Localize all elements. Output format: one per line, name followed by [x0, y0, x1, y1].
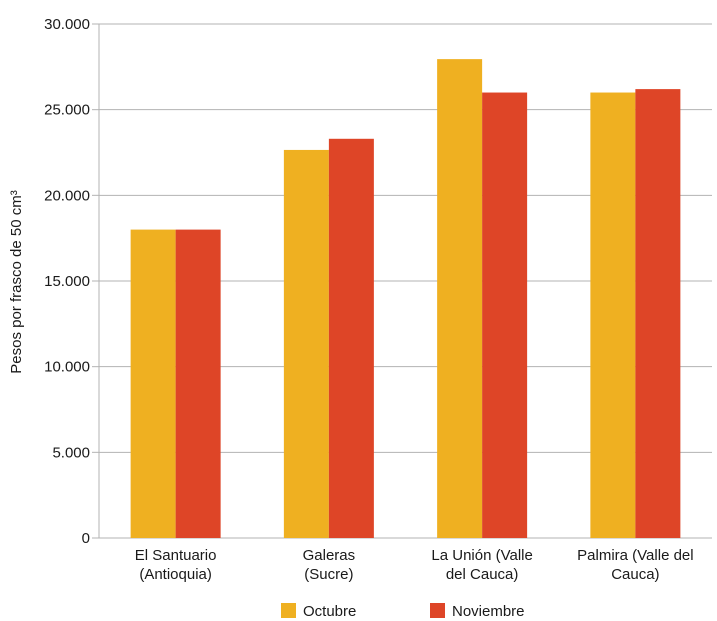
- y-tick-label: 15.000: [44, 273, 90, 290]
- bar-noviembre-1: [328, 138, 374, 538]
- legend: Octubre Noviembre: [281, 603, 525, 620]
- y-tick-label: 30.000: [44, 16, 90, 33]
- x-category-labels: El Santuario (Antioquia) Galeras (Sucre) La …: [135, 547, 694, 583]
- bar-octubre-1: [283, 149, 329, 538]
- bar-noviembre-0: [175, 229, 221, 538]
- x-category-label: El Santuario (Antioquia): [135, 547, 217, 583]
- legend-swatch-octubre: [281, 603, 296, 618]
- bar-octubre-2: [437, 59, 483, 539]
- y-tick-label: 10.000: [44, 359, 90, 376]
- y-axis-label: Pesos por frasco de 50 cm³: [8, 190, 25, 373]
- bar-octubre-0: [130, 229, 176, 538]
- x-category-label: Palmira (Valle del Cauca): [577, 547, 693, 583]
- bar-octubre-3: [590, 92, 636, 539]
- bar-noviembre-2: [482, 92, 528, 539]
- x-category-label: La Unión (Valle del Cauca): [431, 547, 532, 583]
- bar-noviembre-3: [635, 89, 681, 539]
- legend-label-noviembre: Noviembre: [452, 603, 525, 620]
- y-tick-labels: 0 5.000 10.000 15.000 20.000 25.000 30.000: [44, 16, 90, 547]
- y-tick-label: 0: [82, 530, 90, 547]
- bars: [130, 59, 681, 539]
- x-category-label: Galeras (Sucre): [303, 547, 356, 583]
- y-tick-label: 5.000: [52, 444, 90, 461]
- legend-label-octubre: Octubre: [303, 603, 356, 620]
- y-tick-label: 20.000: [44, 187, 90, 204]
- y-tick-label: 25.000: [44, 102, 90, 119]
- legend-swatch-noviembre: [430, 603, 445, 618]
